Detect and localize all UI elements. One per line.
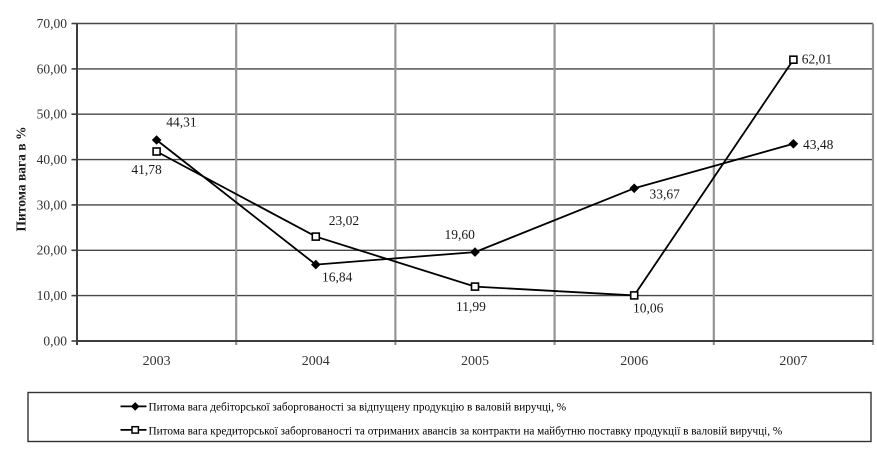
- svg-text:2006: 2006: [620, 354, 648, 369]
- svg-text:40,00: 40,00: [37, 152, 68, 167]
- svg-text:2003: 2003: [143, 354, 171, 369]
- svg-text:10,00: 10,00: [37, 288, 68, 303]
- svg-text:41,78: 41,78: [131, 162, 162, 177]
- svg-text:44,31: 44,31: [166, 115, 196, 130]
- svg-text:60,00: 60,00: [37, 61, 68, 76]
- svg-text:19,60: 19,60: [445, 227, 476, 242]
- svg-text:20,00: 20,00: [37, 243, 68, 258]
- svg-text:Питома вага дебіторської забор: Питома вага дебіторської заборгованості …: [149, 402, 567, 414]
- svg-text:11,99: 11,99: [456, 299, 486, 314]
- svg-text:62,01: 62,01: [802, 52, 832, 67]
- svg-text:2005: 2005: [461, 354, 489, 369]
- svg-text:50,00: 50,00: [37, 107, 68, 122]
- svg-text:16,84: 16,84: [322, 270, 353, 285]
- svg-text:33,67: 33,67: [650, 187, 681, 202]
- svg-text:30,00: 30,00: [37, 197, 68, 212]
- svg-text:10,06: 10,06: [633, 301, 664, 316]
- svg-text:23,02: 23,02: [329, 213, 359, 228]
- svg-text:43,48: 43,48: [803, 137, 834, 152]
- svg-text:2004: 2004: [302, 354, 330, 369]
- svg-text:70,00: 70,00: [37, 16, 68, 31]
- svg-text:Питома вага кредиторської забо: Питома вага кредиторської заборгованості…: [149, 425, 783, 437]
- svg-text:2007: 2007: [779, 354, 807, 369]
- svg-text:Питома вага в %: Питома вага в %: [14, 127, 29, 232]
- svg-text:0,00: 0,00: [43, 333, 67, 348]
